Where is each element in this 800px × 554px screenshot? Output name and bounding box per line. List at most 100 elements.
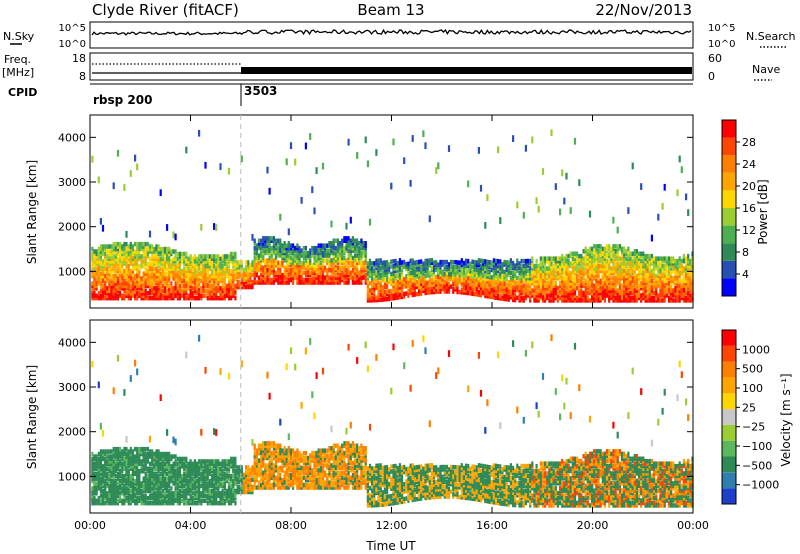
power-cell <box>326 250 329 256</box>
power-cell <box>270 255 273 261</box>
power-cell <box>631 278 634 283</box>
velocity-cell <box>157 500 160 506</box>
power-cell <box>123 271 126 276</box>
power-cell <box>556 271 559 276</box>
power-cell <box>260 260 263 266</box>
power-cell <box>678 271 681 276</box>
power-cell <box>206 291 209 296</box>
velocity-cell <box>104 456 107 462</box>
power-cell <box>486 269 489 274</box>
power-cell <box>268 245 271 251</box>
power-cell <box>544 258 547 264</box>
velocity-cell <box>106 483 109 489</box>
power-cell <box>172 268 175 274</box>
velocity-cell <box>97 459 100 464</box>
power-cell <box>505 265 508 270</box>
power-cell <box>454 265 457 270</box>
velocity-cell <box>123 491 126 496</box>
power-cell <box>507 289 510 295</box>
power-cell <box>140 293 143 298</box>
power-cell <box>490 292 493 297</box>
power-cell <box>172 286 175 291</box>
power-cell <box>287 255 290 261</box>
power-cell <box>161 249 164 254</box>
velocity-cell <box>131 493 134 499</box>
power-cell <box>556 266 559 271</box>
velocity-cell <box>159 498 162 503</box>
power-cell <box>537 276 540 281</box>
power-cell <box>603 246 606 252</box>
velocity-cell <box>127 449 130 454</box>
velocity-cell <box>129 496 132 501</box>
power-cell <box>465 270 468 276</box>
power-cell <box>612 268 615 274</box>
velocity-cell <box>101 483 105 489</box>
velocity-cell <box>136 461 139 467</box>
power-cell <box>638 290 641 296</box>
power-cell <box>144 268 147 274</box>
velocity-cell <box>116 473 120 479</box>
power-cell <box>539 283 542 288</box>
power-cell <box>371 278 374 283</box>
power-cell <box>260 253 263 258</box>
power-cell <box>561 268 564 274</box>
power-cell <box>614 249 617 254</box>
power-cell <box>529 273 532 278</box>
velocity-cell <box>99 449 102 454</box>
velocity-cell <box>151 481 154 486</box>
power-cell <box>227 276 231 281</box>
power-cell <box>116 268 120 274</box>
power-cell <box>221 266 224 271</box>
power-cell <box>232 259 235 264</box>
velocity-cell <box>123 473 126 479</box>
velocity-cell <box>99 464 102 469</box>
power-cell <box>665 278 668 283</box>
power-cell <box>488 289 491 294</box>
velocity-cell <box>134 359 137 367</box>
colorbar-swatch <box>722 278 736 296</box>
power-cell <box>262 258 265 263</box>
power-cell <box>345 280 348 285</box>
velocity-cell <box>123 464 126 469</box>
power-cell <box>386 269 389 275</box>
velocity-cell <box>93 488 96 494</box>
power-cell <box>97 281 100 286</box>
power-cell <box>168 261 171 266</box>
power-cell <box>409 285 412 291</box>
power-cell <box>336 265 340 271</box>
power-cell <box>539 256 542 261</box>
power-cell <box>507 265 510 270</box>
power-cell <box>116 241 120 247</box>
power-cell <box>136 256 139 262</box>
power-cell <box>121 261 124 266</box>
power-cell <box>512 278 515 283</box>
power-cell <box>394 258 397 264</box>
power-cell <box>148 246 152 252</box>
power-cell <box>627 281 630 286</box>
power-cell <box>373 271 376 276</box>
power-cell <box>652 298 656 303</box>
power-cell <box>644 293 647 298</box>
velocity-cell <box>151 469 154 474</box>
power-cell <box>185 283 188 289</box>
power-cell <box>550 283 553 288</box>
power-cell <box>108 268 111 274</box>
power-cell <box>181 288 184 294</box>
power-cell <box>157 291 160 296</box>
power-cell <box>428 285 431 290</box>
power-cell <box>91 271 94 276</box>
power-cell <box>193 288 196 294</box>
power-cell <box>661 278 664 283</box>
power-cell <box>163 276 167 281</box>
power-cell <box>418 259 421 265</box>
power-cell <box>119 278 122 284</box>
power-cell <box>161 266 164 271</box>
power-cell <box>505 287 508 292</box>
power-cell <box>663 266 666 271</box>
power-cell <box>93 249 96 254</box>
velocity-cell <box>151 491 154 496</box>
velocity-cell <box>138 471 141 476</box>
power-cell <box>595 285 598 291</box>
power-cell <box>642 253 645 259</box>
power-cell <box>121 251 124 257</box>
